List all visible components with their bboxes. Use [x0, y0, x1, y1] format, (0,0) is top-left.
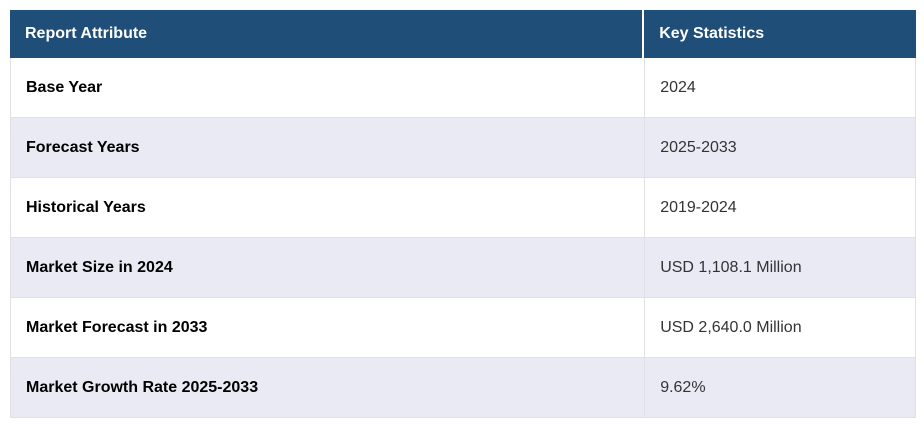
table-row-historical-years: Historical Years 2019-2024 — [10, 178, 916, 238]
attribute-cell: Market Size in 2024 — [10, 238, 645, 298]
value-cell: 2024 — [644, 58, 916, 118]
value-cell: 2019-2024 — [644, 178, 916, 238]
header-report-attribute: Report Attribute — [10, 10, 645, 58]
value-cell: 9.62% — [644, 358, 916, 418]
table-row-forecast-years: Forecast Years 2025-2033 — [10, 118, 916, 178]
table-row-market-size: Market Size in 2024 USD 1,108.1 Million — [10, 238, 916, 298]
value-cell: 2025-2033 — [644, 118, 916, 178]
attribute-cell: Historical Years — [10, 178, 645, 238]
table-row-growth-rate: Market Growth Rate 2025-2033 9.62% — [10, 358, 916, 418]
header-row: Report Attribute Key Statistics — [10, 10, 916, 58]
value-cell: USD 2,640.0 Million — [644, 298, 916, 358]
key-statistics-table: Report Attribute Key Statistics Base Yea… — [10, 10, 916, 418]
attribute-cell: Market Growth Rate 2025-2033 — [10, 358, 645, 418]
attribute-cell: Forecast Years — [10, 118, 645, 178]
table-row-base-year: Base Year 2024 — [10, 58, 916, 118]
attribute-cell: Base Year — [10, 58, 645, 118]
header-key-statistics: Key Statistics — [644, 10, 916, 58]
value-cell: USD 1,108.1 Million — [644, 238, 916, 298]
attribute-cell: Market Forecast in 2033 — [10, 298, 645, 358]
table-row-market-forecast: Market Forecast in 2033 USD 2,640.0 Mill… — [10, 298, 916, 358]
